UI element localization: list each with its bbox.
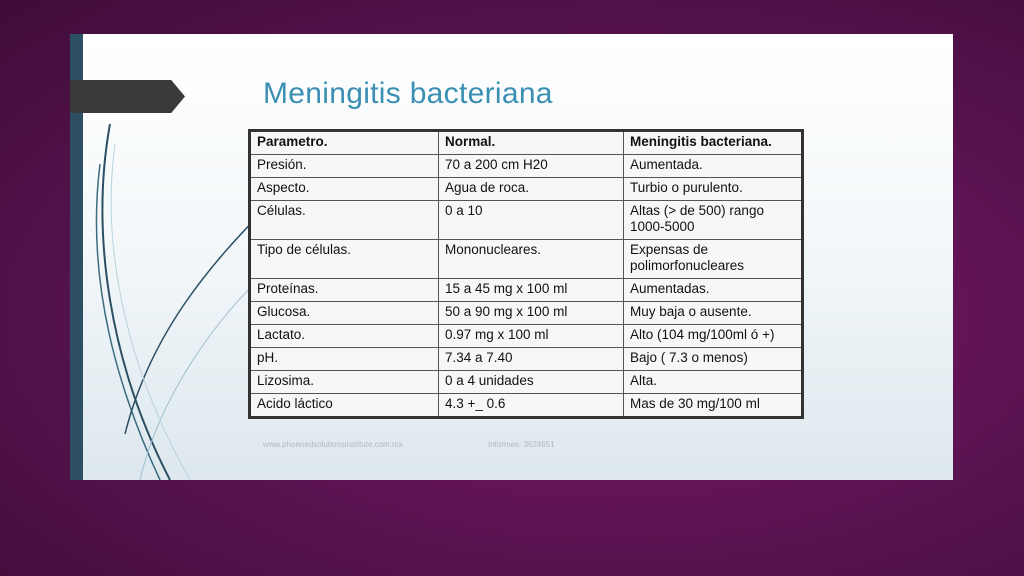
table-row: Lizosima. 0 a 4 unidades Alta. xyxy=(249,370,803,394)
table-cell: Expensas de polimorfonucleares xyxy=(623,239,803,279)
table-cell: 50 a 90 mg x 100 ml xyxy=(438,301,624,325)
slide-title: Meningitis bacteriana xyxy=(263,77,553,110)
table-cell: Altas (> de 500) rango 1000-5000 xyxy=(623,200,803,240)
table-cell: Aumentada. xyxy=(623,154,803,178)
table-cell: Tipo de células. xyxy=(249,239,439,279)
table-cell: 70 a 200 cm H20 xyxy=(438,154,624,178)
table-cell: Mononucleares. xyxy=(438,239,624,279)
table-cell: Células. xyxy=(249,200,439,240)
table-cell: Presión. xyxy=(249,154,439,178)
table-row: Células. 0 a 10 Altas (> de 500) rango 1… xyxy=(249,200,803,240)
slide: Meningitis bacteriana Parametro. Normal.… xyxy=(70,34,953,480)
table-cell: Alto (104 mg/100ml ó +) xyxy=(623,324,803,348)
footer-website: www.phoenedsolutionsinstitute.com.mx xyxy=(263,440,403,449)
table-cell: Agua de roca. xyxy=(438,177,624,201)
decorative-swoosh-lines xyxy=(95,123,270,480)
table-cell: Muy baja o ausente. xyxy=(623,301,803,325)
table-cell: Glucosa. xyxy=(249,301,439,325)
csf-parameters-table: Parametro. Normal. Meningitis bacteriana… xyxy=(248,129,804,419)
table-cell: Lizosima. xyxy=(249,370,439,394)
table-row: Aspecto. Agua de roca. Turbio o purulent… xyxy=(249,177,803,201)
table-row: Presión. 70 a 200 cm H20 Aumentada. xyxy=(249,154,803,178)
table-cell: 0.97 mg x 100 ml xyxy=(438,324,624,348)
title-arrow-tab xyxy=(70,80,185,113)
table-cell: 4.3 +_ 0.6 xyxy=(438,393,624,418)
table-cell: pH. xyxy=(249,347,439,371)
left-accent-bar xyxy=(70,34,83,480)
table-cell: Bajo ( 7.3 o menos) xyxy=(623,347,803,371)
table-header-row: Parametro. Normal. Meningitis bacteriana… xyxy=(249,130,803,155)
table-cell: 0 a 4 unidades xyxy=(438,370,624,394)
table-cell: 15 a 45 mg x 100 ml xyxy=(438,278,624,302)
table-cell: Turbio o purulento. xyxy=(623,177,803,201)
footer-phone: Informes: 3624651 xyxy=(488,440,555,449)
header-normal: Normal. xyxy=(438,130,624,155)
table-cell: Acido láctico xyxy=(249,393,439,418)
table-row: Acido láctico 4.3 +_ 0.6 Mas de 30 mg/10… xyxy=(249,393,803,418)
table-cell: 0 a 10 xyxy=(438,200,624,240)
table-row: Proteínas. 15 a 45 mg x 100 ml Aumentada… xyxy=(249,278,803,302)
table-cell: Alta. xyxy=(623,370,803,394)
header-meningitis: Meningitis bacteriana. xyxy=(623,130,803,155)
table-cell: Mas de 30 mg/100 ml xyxy=(623,393,803,418)
header-parameter: Parametro. xyxy=(249,130,439,155)
table-row: Tipo de células. Mononucleares. Expensas… xyxy=(249,239,803,279)
table-cell: 7.34 a 7.40 xyxy=(438,347,624,371)
table-cell: Lactato. xyxy=(249,324,439,348)
table-row: Lactato. 0.97 mg x 100 ml Alto (104 mg/1… xyxy=(249,324,803,348)
table-row: pH. 7.34 a 7.40 Bajo ( 7.3 o menos) xyxy=(249,347,803,371)
table-cell: Aspecto. xyxy=(249,177,439,201)
table-cell: Proteínas. xyxy=(249,278,439,302)
table-row: Glucosa. 50 a 90 mg x 100 ml Muy baja o … xyxy=(249,301,803,325)
table-cell: Aumentadas. xyxy=(623,278,803,302)
